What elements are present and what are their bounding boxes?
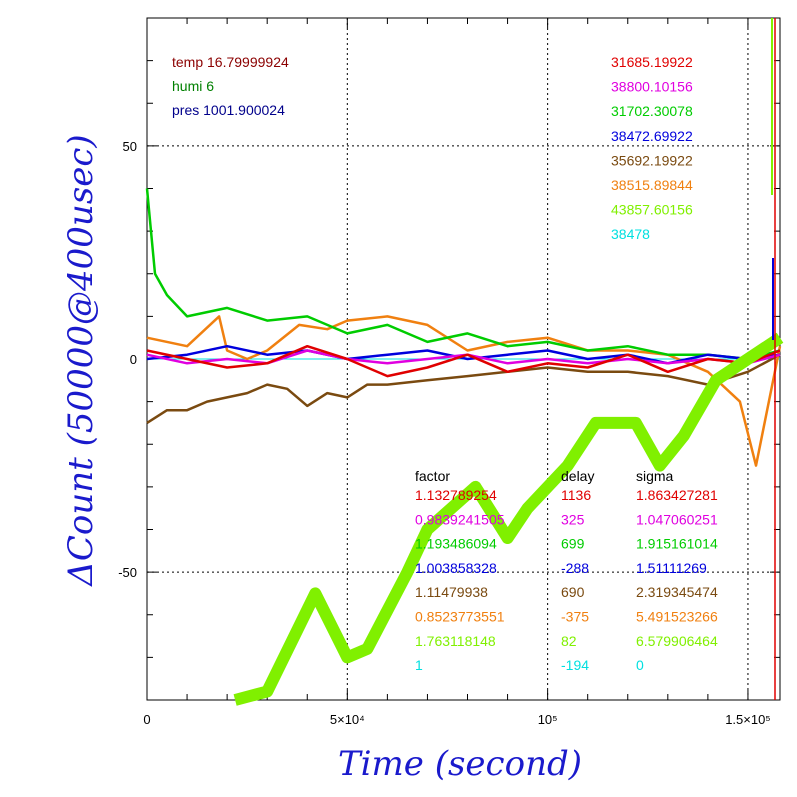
delay-value-5: -375 [561, 609, 589, 625]
delay-value-0: 1136 [561, 487, 591, 503]
factor-value-2: 1.193486094 [415, 536, 497, 552]
x-tick-label-0: 0 [143, 712, 150, 727]
x-tick-label-3: 1.5×10⁵ [725, 712, 771, 727]
series-name-5: 38515.89844 [611, 177, 693, 193]
series-name-1: 38800.10156 [611, 79, 693, 95]
sigma-value-1: 1.047060251 [636, 511, 718, 527]
series-layer [145, 18, 784, 706]
factor-value-5: 0.8523773551 [415, 609, 505, 625]
env-line-2: pres 1001.900024 [172, 102, 285, 118]
factor-value-6: 1.763118148 [415, 633, 496, 649]
factor-value-3: 1.003858328 [415, 560, 497, 576]
sigma-header: sigma [636, 468, 674, 484]
series-name-3: 38472.69922 [611, 128, 693, 144]
series-name-7: 38478 [611, 226, 650, 242]
series-name-4: 35692.19922 [611, 152, 693, 168]
delay-value-6: 82 [561, 633, 577, 649]
sigma-value-3: 1.51111269 [636, 560, 707, 576]
factor-header: factor [415, 468, 450, 484]
env-line-1: humi 6 [172, 78, 214, 94]
factor-value-0: 1.132789254 [415, 487, 497, 503]
series-name-6: 43857.60156 [611, 202, 693, 218]
env-line-0: temp 16.79999924 [172, 54, 289, 70]
delay-header: delay [561, 468, 594, 484]
series-line-2 [145, 188, 781, 361]
factor-value-4: 1.11479938 [415, 584, 488, 600]
delay-value-3: -288 [561, 560, 589, 576]
y-tick-label-1: 0 [130, 352, 137, 367]
sigma-value-0: 1.863427281 [636, 487, 718, 503]
series-line-4 [146, 353, 781, 424]
sigma-value-2: 1.915161014 [636, 536, 718, 552]
y-tick-label-0: 50 [123, 139, 137, 154]
factor-value-7: 1 [415, 657, 423, 673]
sigma-value-5: 5.491523266 [636, 609, 718, 625]
sigma-value-6: 6.579906464 [636, 633, 718, 649]
delay-value-1: 325 [561, 511, 585, 527]
series-names: 31685.19922 38800.10156 31702.30078 38472.6… [611, 54, 693, 242]
x-tick-label-2: 10⁵ [538, 712, 558, 727]
x-tick-label-1: 5×10⁴ [330, 712, 365, 727]
environment-readout: temp 16.79999924 humi 6 pres 1001.900024 [172, 54, 289, 118]
series-line-6 [233, 332, 784, 706]
sigma-value-4: 2.319345474 [636, 584, 718, 600]
factor-value-1: 0.9839241505 [415, 511, 505, 527]
y-tick-label-2: -50 [118, 565, 137, 580]
delay-value-2: 699 [561, 536, 585, 552]
delay-value-7: -194 [561, 657, 589, 673]
series-line-3 [146, 344, 781, 365]
sigma-value-7: 0 [636, 657, 644, 673]
x-axis-title: Time (second) [338, 744, 582, 784]
series-line-5 [146, 315, 782, 467]
series-line-0 [146, 344, 781, 378]
factor-table: factor delay sigma 1.132789254 1136 1.8634… [415, 468, 718, 673]
y-axis-title: ΔCount (50000@400usec) [61, 134, 101, 587]
series-name-2: 31702.30078 [611, 103, 693, 119]
series-name-0: 31685.19922 [611, 54, 693, 70]
delay-value-4: 690 [561, 584, 585, 600]
